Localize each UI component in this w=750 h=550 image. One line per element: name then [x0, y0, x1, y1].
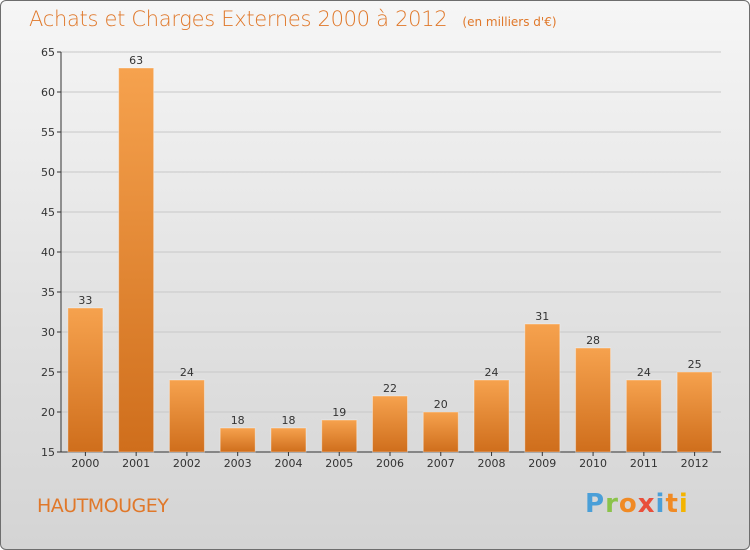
data-label: 22	[383, 382, 397, 395]
chart-title-text: Achats et Charges Externes 2000 à 2012	[29, 7, 448, 31]
y-tick-label: 25	[41, 366, 55, 379]
x-tick-label: 2012	[681, 457, 709, 470]
data-label: 19	[332, 406, 346, 419]
data-label: 20	[434, 398, 448, 411]
x-tick-label: 2005	[325, 457, 353, 470]
data-label: 33	[78, 294, 92, 307]
logo-letter: t	[665, 489, 679, 519]
x-tick-label: 2010	[579, 457, 607, 470]
y-tick-label: 45	[41, 206, 55, 219]
bar	[270, 427, 307, 453]
x-tick-label: 2006	[376, 457, 404, 470]
data-label: 18	[231, 414, 245, 427]
bar	[625, 379, 662, 453]
x-tick-label: 2004	[274, 457, 302, 470]
bar	[372, 395, 408, 453]
bar	[524, 323, 561, 453]
logo-letter: x	[637, 489, 656, 519]
data-label: 63	[129, 54, 143, 67]
data-label: 24	[180, 366, 194, 379]
x-tick-label: 2000	[71, 457, 99, 470]
y-tick-label: 20	[41, 406, 55, 419]
place-name: HAUTMOUGEY	[37, 495, 169, 517]
y-tick-label: 15	[41, 446, 55, 459]
x-tick-label: 2003	[224, 457, 252, 470]
logo-letter: i	[655, 489, 666, 519]
data-label: 31	[535, 310, 549, 323]
bar	[473, 379, 510, 453]
data-label: 18	[281, 414, 295, 427]
y-tick-label: 40	[41, 246, 55, 259]
logo-letter: o	[618, 489, 638, 519]
data-label: 28	[586, 334, 600, 347]
bar	[168, 379, 205, 453]
x-tick-label: 2008	[478, 457, 506, 470]
y-tick-label: 30	[41, 326, 55, 339]
proxiti-logo: Proxiti	[585, 489, 689, 519]
logo-letter: i	[678, 489, 689, 519]
chart-unit-label: (en milliers d'€)	[462, 15, 557, 29]
bar	[676, 371, 713, 453]
x-tick-label: 2007	[427, 457, 455, 470]
bar	[67, 307, 104, 453]
x-tick-label: 2011	[630, 457, 658, 470]
y-tick-label: 65	[41, 46, 55, 59]
x-tick-label: 2001	[122, 457, 150, 470]
y-tick-label: 55	[41, 126, 55, 139]
chart-title: Achats et Charges Externes 2000 à 2012 (…	[29, 7, 557, 31]
bar	[219, 427, 256, 453]
bar	[575, 347, 612, 453]
logo-letter: r	[605, 489, 619, 519]
data-label: 24	[637, 366, 651, 379]
bar	[321, 419, 358, 453]
logo-letter: P	[585, 489, 606, 519]
data-label: 24	[485, 366, 499, 379]
data-label: 25	[688, 358, 702, 371]
bar	[422, 411, 459, 453]
y-tick-label: 50	[41, 166, 55, 179]
y-tick-label: 60	[41, 86, 55, 99]
x-tick-label: 2002	[173, 457, 201, 470]
y-tick-label: 35	[41, 286, 55, 299]
bar	[118, 67, 155, 453]
x-tick-label: 2009	[528, 457, 556, 470]
